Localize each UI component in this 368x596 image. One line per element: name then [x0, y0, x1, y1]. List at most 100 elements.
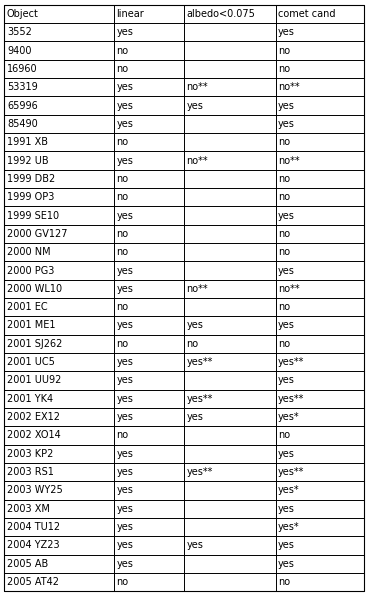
- Text: yes*: yes*: [278, 522, 300, 532]
- Text: 2001 UU92: 2001 UU92: [7, 375, 61, 386]
- Bar: [4, 554, 114, 573]
- Text: Object: Object: [7, 9, 39, 19]
- Text: 1991 XB: 1991 XB: [7, 137, 48, 147]
- Text: yes: yes: [278, 504, 295, 514]
- Bar: [114, 316, 184, 335]
- Text: yes: yes: [117, 284, 134, 294]
- Bar: [114, 280, 184, 298]
- Text: yes: yes: [117, 265, 134, 275]
- Text: yes: yes: [117, 504, 134, 514]
- Text: 2002 XO14: 2002 XO14: [7, 430, 61, 440]
- Text: 1999 DB2: 1999 DB2: [7, 174, 55, 184]
- Bar: [184, 445, 276, 463]
- Bar: [276, 170, 364, 188]
- Bar: [4, 261, 114, 280]
- Text: 2003 RS1: 2003 RS1: [7, 467, 54, 477]
- Text: yes: yes: [117, 321, 134, 331]
- Text: 2004 YZ23: 2004 YZ23: [7, 541, 60, 551]
- Text: 2002 EX12: 2002 EX12: [7, 412, 60, 422]
- Bar: [184, 170, 276, 188]
- Bar: [276, 408, 364, 426]
- Text: yes: yes: [117, 156, 134, 166]
- Bar: [4, 390, 114, 408]
- Bar: [276, 114, 364, 133]
- Text: 2001 YK4: 2001 YK4: [7, 394, 53, 404]
- Text: yes: yes: [117, 541, 134, 551]
- Text: 2001 EC: 2001 EC: [7, 302, 47, 312]
- Text: no**: no**: [278, 82, 300, 92]
- Bar: [4, 335, 114, 353]
- Bar: [184, 206, 276, 225]
- Bar: [184, 408, 276, 426]
- Text: 1992 UB: 1992 UB: [7, 156, 49, 166]
- Bar: [4, 60, 114, 78]
- Text: no: no: [117, 577, 129, 587]
- Text: no: no: [117, 302, 129, 312]
- Bar: [184, 316, 276, 335]
- Text: no: no: [117, 64, 129, 74]
- Text: yes: yes: [117, 522, 134, 532]
- Bar: [114, 60, 184, 78]
- Bar: [114, 151, 184, 170]
- Bar: [276, 78, 364, 97]
- Text: yes: yes: [278, 27, 295, 38]
- Bar: [276, 390, 364, 408]
- Text: 2000 WL10: 2000 WL10: [7, 284, 62, 294]
- Bar: [276, 463, 364, 482]
- Bar: [184, 482, 276, 499]
- Text: no: no: [278, 247, 290, 257]
- Text: 2005 AB: 2005 AB: [7, 558, 48, 569]
- Text: yes: yes: [278, 321, 295, 331]
- Bar: [184, 23, 276, 42]
- Bar: [276, 371, 364, 390]
- Bar: [276, 225, 364, 243]
- Text: no: no: [117, 137, 129, 147]
- Text: 1999 OP3: 1999 OP3: [7, 192, 54, 202]
- Bar: [4, 170, 114, 188]
- Text: 2003 XM: 2003 XM: [7, 504, 50, 514]
- Text: yes: yes: [117, 210, 134, 221]
- Bar: [184, 518, 276, 536]
- Bar: [276, 243, 364, 262]
- Bar: [276, 554, 364, 573]
- Text: no: no: [117, 45, 129, 55]
- Bar: [276, 482, 364, 499]
- Bar: [4, 353, 114, 371]
- Text: yes: yes: [278, 101, 295, 111]
- Bar: [114, 353, 184, 371]
- Text: yes**: yes**: [278, 394, 305, 404]
- Bar: [184, 225, 276, 243]
- Text: yes**: yes**: [278, 357, 305, 367]
- Bar: [4, 573, 114, 591]
- Bar: [184, 60, 276, 78]
- Text: yes: yes: [117, 467, 134, 477]
- Bar: [276, 499, 364, 518]
- Bar: [276, 335, 364, 353]
- Text: 3552: 3552: [7, 27, 32, 38]
- Bar: [276, 151, 364, 170]
- Bar: [114, 390, 184, 408]
- Bar: [4, 188, 114, 206]
- Bar: [4, 499, 114, 518]
- Bar: [4, 482, 114, 499]
- Bar: [114, 23, 184, 42]
- Text: 1999 SE10: 1999 SE10: [7, 210, 59, 221]
- Bar: [4, 371, 114, 390]
- Text: 2005 AT42: 2005 AT42: [7, 577, 59, 587]
- Text: yes: yes: [117, 412, 134, 422]
- Text: yes: yes: [117, 449, 134, 459]
- Bar: [4, 426, 114, 445]
- Bar: [114, 5, 184, 23]
- Bar: [4, 225, 114, 243]
- Text: no: no: [117, 247, 129, 257]
- Bar: [4, 243, 114, 262]
- Bar: [184, 554, 276, 573]
- Bar: [184, 97, 276, 115]
- Bar: [276, 536, 364, 555]
- Bar: [276, 353, 364, 371]
- Bar: [4, 316, 114, 335]
- Bar: [114, 408, 184, 426]
- Text: no: no: [187, 339, 199, 349]
- Bar: [276, 60, 364, 78]
- Bar: [184, 390, 276, 408]
